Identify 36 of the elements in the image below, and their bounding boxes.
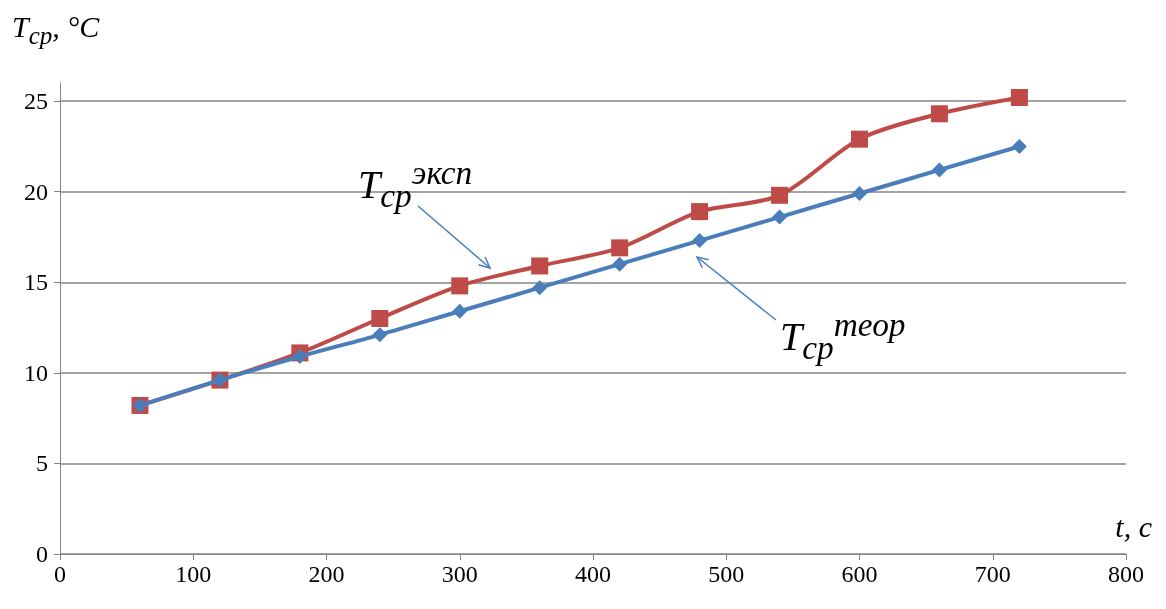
x-tick-label: 700 [974, 561, 1011, 587]
point [772, 209, 788, 225]
point [372, 327, 388, 343]
y-tick-label: 15 [24, 269, 48, 296]
point [532, 280, 548, 296]
point [930, 105, 948, 123]
x-tick-label: 500 [708, 561, 745, 587]
point [371, 310, 389, 327]
y-axis-title: T$_{ср}$, °C [12, 10, 100, 50]
x-tick-label: 800 [1108, 561, 1144, 587]
point [851, 130, 868, 148]
point [531, 257, 549, 275]
point [292, 349, 308, 365]
y-tick-label: 25 [24, 88, 48, 115]
point [692, 233, 708, 249]
point [611, 239, 629, 257]
point [1010, 88, 1028, 106]
point [452, 303, 468, 319]
point [612, 256, 628, 272]
y-tick-label: 20 [24, 178, 48, 205]
x-tick-label: 300 [441, 561, 478, 587]
x-tick-label: 100 [175, 561, 212, 587]
point [852, 186, 867, 201]
x-tick-label: 400 [575, 561, 611, 587]
point [931, 162, 947, 178]
x-tick-label: 0 [54, 561, 66, 587]
x-tick-label: 200 [308, 561, 345, 587]
point [771, 186, 789, 204]
x-tick-label: 600 [841, 561, 878, 587]
y-tick-label: 10 [24, 359, 48, 386]
y-tick-label: 5 [36, 450, 48, 477]
point [451, 277, 469, 295]
point [691, 203, 709, 221]
x-axis-title: t, с [1115, 510, 1152, 544]
y-tick-label: 0 [36, 541, 48, 567]
point [1011, 138, 1027, 154]
